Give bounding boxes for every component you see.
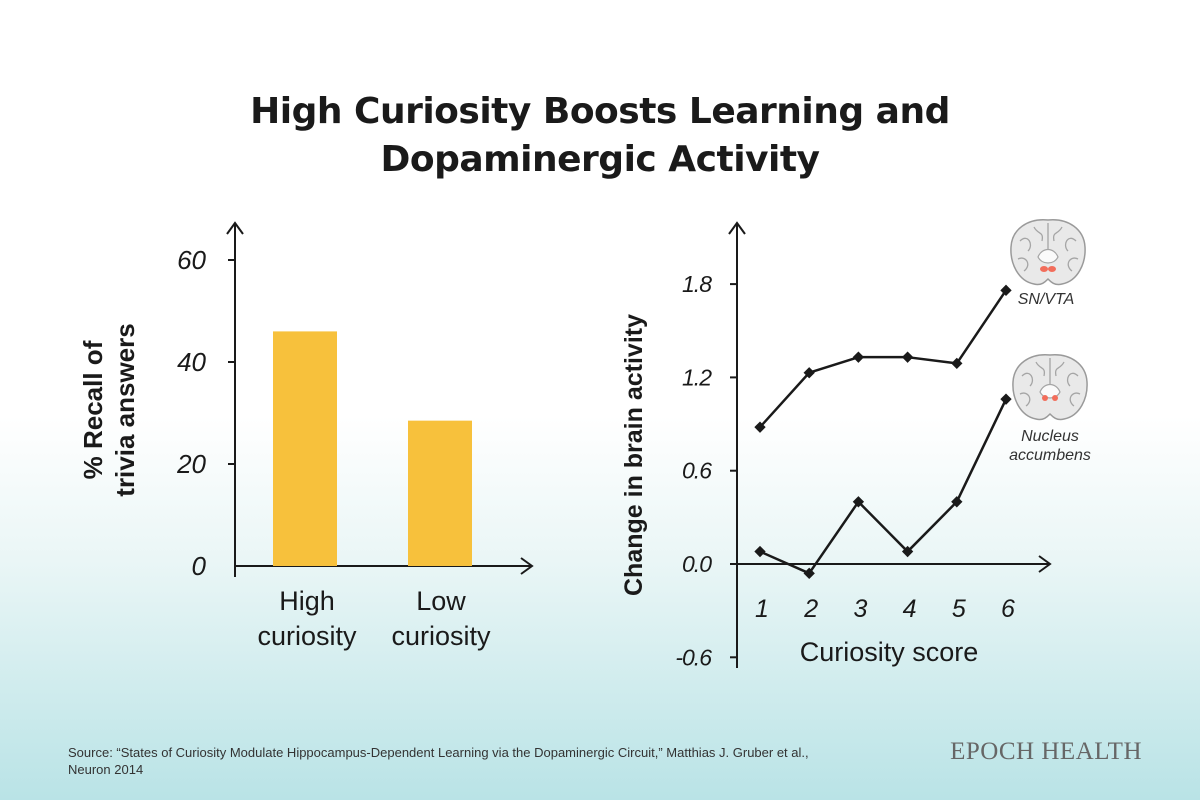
bar-y-axis-title: % Recall oftrivia answers [78,323,140,496]
series-2-point [852,496,865,508]
line-y-tick-label: 0.0 [682,551,712,577]
sn-vta-brain-icon [1010,219,1086,286]
series-line-1 [759,289,1008,428]
brand-logo: EPOCH HEALTH [950,738,1142,765]
nucleus-accumbens-brain-icon [1012,354,1088,421]
line-x-tick-label: 1 [755,595,769,623]
title-line-1: High Curiosity Boosts Learning and [250,91,950,132]
line-y-tick-label: 1.8 [682,271,712,297]
bar-category-label: High curiosity [257,586,357,651]
bar-2 [408,420,472,566]
series-2-point [901,545,914,558]
bar-y-tick-label: 0 [192,551,207,581]
line-x-tick-label: 3 [853,595,867,623]
bar-y-tick-label: 20 [176,449,206,479]
chart-title: High Curiosity Boosts Learning and Dopam… [0,88,1200,184]
line-x-axis-arrow [1038,555,1052,573]
line-x-tick-label: 2 [803,595,818,623]
series-label-line: Nucleus [1021,428,1079,445]
brain-highlight [1052,395,1058,401]
line-y-tick-label: 0.6 [682,458,712,484]
line-x-tick-label: 4 [903,595,917,623]
bar-y-tick-label: 60 [177,245,206,275]
series-1-point [901,351,914,363]
series-1-point [852,351,865,363]
series-1-point [754,421,766,433]
brain-highlight [1048,266,1056,272]
bar-y-tick-label: 40 [177,347,206,377]
source-note: Source: “States of Curiosity Modulate Hi… [68,745,809,777]
series-2-point [754,545,766,558]
category-label-line: curiosity [257,621,357,651]
y-axis-title-line: % Recall of [78,340,108,479]
series-2-point [951,496,963,508]
series-2-point [803,567,815,579]
series-label-line: accumbens [1009,447,1091,464]
line-x-tick-label: 6 [1001,595,1015,623]
line-y-tick-label: 1.2 [682,364,712,390]
bar-category-label: Low curiosity [391,586,491,651]
line-y-tick-label: -0.6 [675,644,712,670]
series-label-line: SN/VTA [1018,291,1075,308]
category-label-line: High [279,586,335,616]
brain-highlight [1040,266,1048,272]
line-y-axis-title: Change in brain activity [620,314,648,596]
y-axis-title-line: trivia answers [110,323,140,496]
series-2-point [1000,393,1012,405]
bar-x-axis-arrow [520,557,534,575]
series-label-sn-vta: SN/VTA [1018,291,1075,308]
bar-1 [273,331,337,566]
brain-highlight [1042,395,1048,401]
line-x-axis-title: Curiosity score [800,637,979,667]
series-1-point [1000,284,1012,296]
brain-folds [1019,358,1081,407]
title-line-2: Dopaminergic Activity [380,139,820,180]
brain-ventricle [1037,248,1059,264]
category-label-line: Low [416,586,466,616]
series-label-nucleus-accumbens: Nucleus accumbens [1009,428,1091,464]
series-1-point [951,357,963,370]
line-y-axis-arrow [728,221,746,235]
series-line-2 [759,398,1008,575]
brain-folds [1017,223,1079,272]
series-1-point [803,367,815,379]
category-label-line: curiosity [391,621,491,651]
bar-y-axis-arrow [226,221,244,235]
line-x-tick-label: 5 [952,595,966,623]
